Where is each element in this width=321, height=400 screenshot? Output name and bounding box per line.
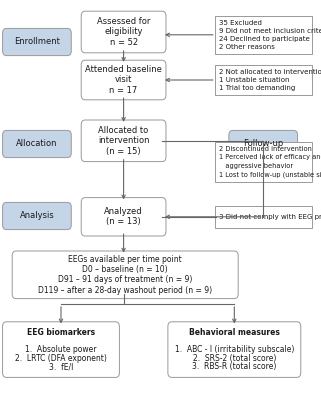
FancyBboxPatch shape bbox=[81, 60, 166, 100]
FancyBboxPatch shape bbox=[3, 28, 71, 56]
Text: Behavioral measures: Behavioral measures bbox=[189, 328, 280, 337]
Text: 3 Did not comply with EEG procedure: 3 Did not comply with EEG procedure bbox=[219, 214, 321, 220]
Text: 2 Not allocated to intervention: 2 Not allocated to intervention bbox=[219, 69, 321, 75]
Text: Follow-up: Follow-up bbox=[243, 140, 283, 148]
FancyBboxPatch shape bbox=[81, 11, 166, 53]
Text: Enrollment: Enrollment bbox=[14, 38, 60, 46]
Text: EEGs available per time point
D0 – baseline (n = 10)
D91 – 91 days of treatment : EEGs available per time point D0 – basel… bbox=[38, 255, 212, 295]
Text: 1 Trial too demanding: 1 Trial too demanding bbox=[219, 85, 295, 91]
Text: 1 Unstable situation: 1 Unstable situation bbox=[219, 77, 290, 83]
Text: 35 Excluded: 35 Excluded bbox=[219, 20, 262, 26]
FancyBboxPatch shape bbox=[214, 206, 312, 228]
FancyBboxPatch shape bbox=[229, 130, 298, 158]
FancyBboxPatch shape bbox=[12, 251, 238, 298]
FancyBboxPatch shape bbox=[3, 202, 71, 230]
Text: 2 Discontinued intervention: 2 Discontinued intervention bbox=[219, 146, 312, 152]
Text: 24 Declined to participate: 24 Declined to participate bbox=[219, 36, 310, 42]
FancyBboxPatch shape bbox=[214, 16, 312, 54]
FancyBboxPatch shape bbox=[81, 120, 166, 162]
Text: Allocation: Allocation bbox=[16, 140, 58, 148]
FancyBboxPatch shape bbox=[3, 322, 119, 378]
Text: 1 Lost to follow-up (unstable situation): 1 Lost to follow-up (unstable situation) bbox=[219, 171, 321, 178]
Text: 1 Perceived lack of efficacy and: 1 Perceived lack of efficacy and bbox=[219, 154, 321, 160]
FancyBboxPatch shape bbox=[3, 130, 71, 158]
Text: Allocated to
intervention
(n = 15): Allocated to intervention (n = 15) bbox=[98, 126, 149, 156]
FancyBboxPatch shape bbox=[214, 142, 312, 182]
Text: Assessed for
eligibility
n = 52: Assessed for eligibility n = 52 bbox=[97, 17, 150, 47]
Text: 1.  Absolute power: 1. Absolute power bbox=[25, 345, 97, 354]
Text: Analysis: Analysis bbox=[20, 212, 54, 220]
Text: 9 Did not meet inclusion criteria: 9 Did not meet inclusion criteria bbox=[219, 28, 321, 34]
Text: Analyzed
(n = 13): Analyzed (n = 13) bbox=[104, 207, 143, 226]
Text: 2.  LRTC (DFA exponent): 2. LRTC (DFA exponent) bbox=[15, 354, 107, 363]
Text: 3.  fE/I: 3. fE/I bbox=[49, 362, 73, 372]
FancyBboxPatch shape bbox=[81, 198, 166, 236]
Text: 2 Other reasons: 2 Other reasons bbox=[219, 44, 275, 50]
FancyBboxPatch shape bbox=[168, 322, 301, 378]
Text: Attended baseline
visit
n = 17: Attended baseline visit n = 17 bbox=[85, 65, 162, 95]
Text: 3.  RBS-R (total score): 3. RBS-R (total score) bbox=[192, 362, 276, 372]
Text: 1.  ABC - I (irritability subscale): 1. ABC - I (irritability subscale) bbox=[175, 345, 294, 354]
FancyBboxPatch shape bbox=[214, 65, 312, 94]
Text: EEG biomarkers: EEG biomarkers bbox=[27, 328, 95, 337]
Text: 2.  SRS-2 (total score): 2. SRS-2 (total score) bbox=[193, 354, 276, 363]
Text: aggressive behavior: aggressive behavior bbox=[219, 163, 293, 169]
